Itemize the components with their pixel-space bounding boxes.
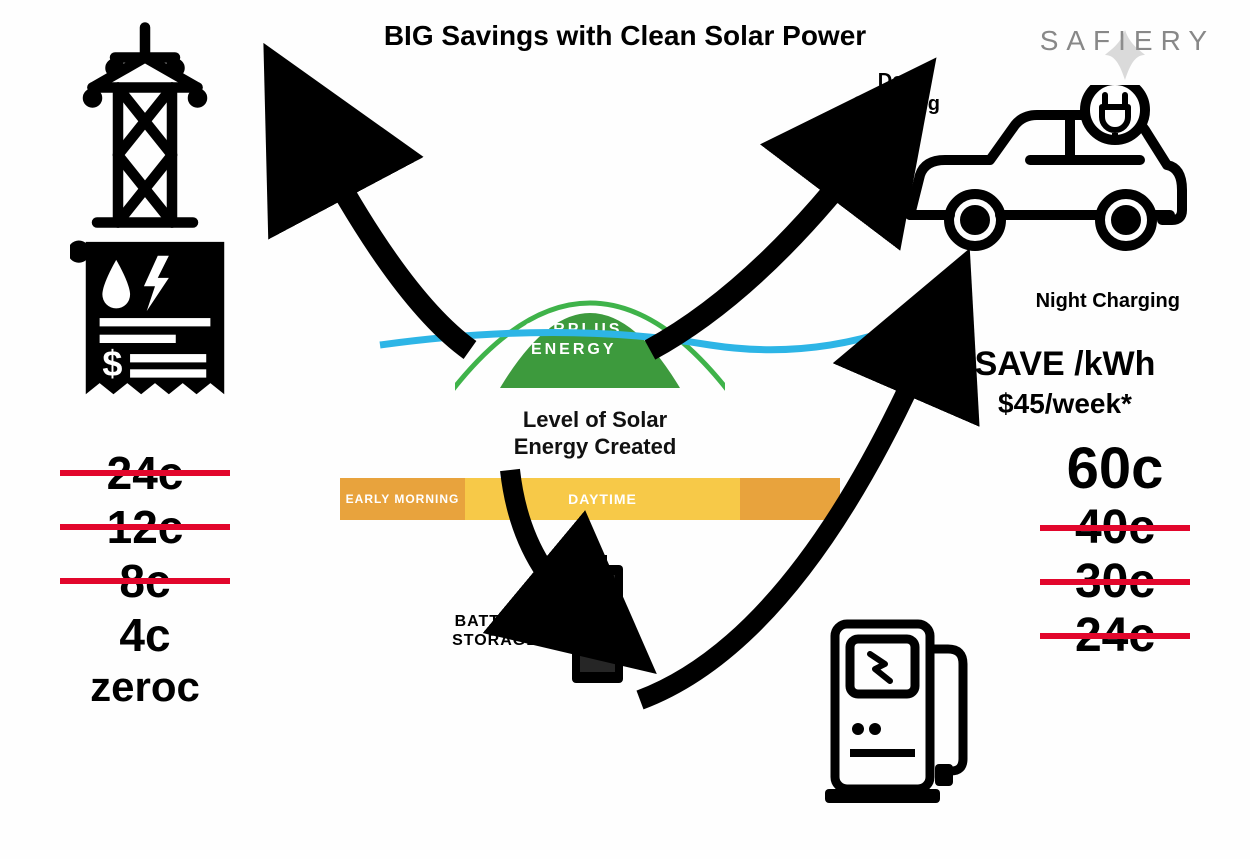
price-item: 24c xyxy=(70,450,220,496)
solar-curve-chart: SURPLUS ENERGY Level of Solar Energy Cre… xyxy=(340,230,840,600)
text: SURPLUS xyxy=(525,320,622,340)
per-week-text: $45/week* xyxy=(935,388,1195,420)
text: Day Charging xyxy=(852,70,940,115)
price-item: 24c xyxy=(1050,612,1180,660)
time-segment-daytime: DAYTIME xyxy=(465,478,740,520)
ev-pump-icon xyxy=(820,609,980,809)
brand-logo-icon xyxy=(1105,30,1145,80)
price-item: zeroc xyxy=(70,666,220,708)
time-segment-evening xyxy=(740,478,840,520)
svg-text:$: $ xyxy=(102,343,122,384)
price-item: 4c xyxy=(70,612,220,658)
save-heading: SAVE /kWh $45/week* xyxy=(935,345,1195,420)
night-charging-label: Night Charging xyxy=(1036,290,1180,313)
left-price-list: 24c 12c 8c 4c zeroc xyxy=(70,450,220,708)
day-charging-label: Day Charging xyxy=(852,70,940,116)
solar-level-label: Level of Solar Energy Created xyxy=(490,407,700,460)
time-of-day-bar: EARLY MORNING DAYTIME xyxy=(340,478,840,520)
utility-bill-icon: $ xyxy=(70,235,240,415)
battery-icon xyxy=(570,555,625,685)
price-item: 30c xyxy=(1050,558,1180,606)
price-item: 12c xyxy=(70,504,220,550)
transmission-tower-icon xyxy=(70,20,220,230)
price-item: 60c xyxy=(1050,440,1180,498)
price-item: 8c xyxy=(70,558,220,604)
price-item: 40c xyxy=(1050,504,1180,552)
time-segment-morning: EARLY MORNING xyxy=(340,478,465,520)
save-text: SAVE /kWh xyxy=(935,345,1195,384)
page-title: BIG Savings with Clean Solar Power xyxy=(384,20,866,52)
right-price-list: 60c 40c 30c 24c xyxy=(1050,440,1180,660)
surplus-energy-label: SURPLUS ENERGY xyxy=(525,320,622,360)
text: ENERGY xyxy=(525,340,622,360)
battery-storage-label: BATTERY STORAGE xyxy=(435,613,555,650)
